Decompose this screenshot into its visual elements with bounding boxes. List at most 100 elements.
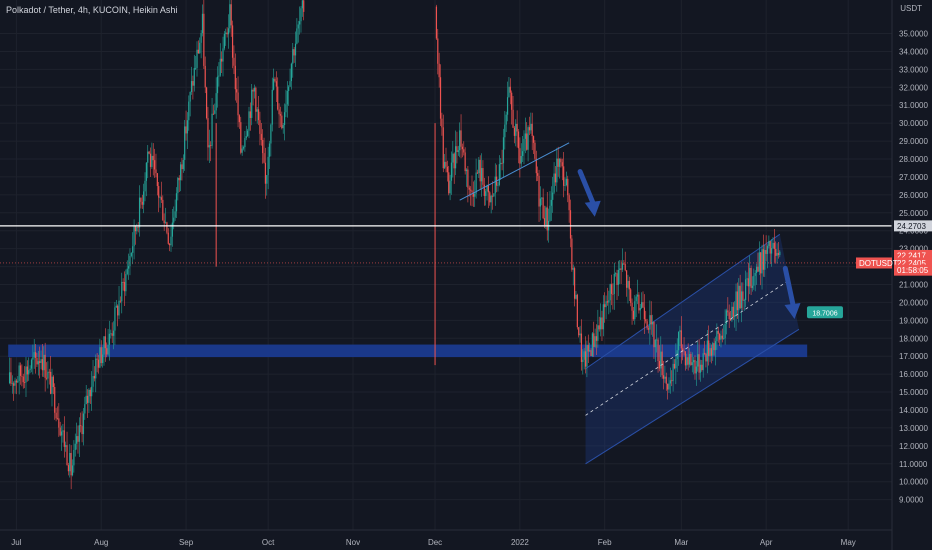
candle-body — [181, 164, 183, 170]
candle-body — [293, 49, 295, 56]
candle-body — [567, 178, 569, 196]
candle-body — [714, 341, 717, 351]
candle-body — [673, 363, 676, 369]
candle-body — [69, 453, 71, 472]
candle-body — [192, 81, 194, 86]
candle-body — [486, 185, 488, 192]
candle-body — [498, 164, 500, 185]
candle-body — [694, 360, 696, 374]
candle-body — [8, 372, 11, 384]
candle-body — [686, 357, 688, 366]
candle-body — [14, 380, 16, 386]
candle-body — [641, 302, 643, 308]
y-tick-label: 12.0000 — [899, 442, 928, 451]
candle-body — [543, 218, 546, 226]
candle-body — [442, 127, 444, 169]
candle-body — [749, 267, 751, 287]
channel-lower-line — [585, 328, 800, 465]
candle-body — [99, 347, 101, 368]
candle-body — [634, 301, 636, 320]
arrow-shaft — [782, 265, 796, 310]
candle-body — [710, 348, 713, 356]
candle-body — [148, 151, 150, 154]
candle-body — [52, 376, 54, 388]
candle-body — [215, 93, 217, 111]
candle-body — [230, 4, 232, 26]
candle-body — [249, 111, 251, 118]
candle-body — [497, 184, 499, 186]
price-axis[interactable]: 9.0000 10.0000 11.0000 12.0000 13.0000 14.000… — [891, 0, 928, 550]
candle-body — [535, 158, 537, 174]
candle-body — [118, 300, 120, 316]
candle-body — [610, 284, 613, 294]
candle-body — [705, 353, 707, 362]
candle-body — [668, 383, 670, 390]
y-tick-label: 23.0000 — [899, 245, 928, 254]
candle-body — [238, 115, 241, 123]
candle-body — [766, 246, 769, 254]
candle-body — [699, 364, 702, 373]
candle-body — [552, 192, 554, 200]
candle-body — [56, 418, 59, 420]
candle-body — [708, 340, 710, 356]
candle-body — [123, 282, 126, 292]
candle-body — [613, 273, 615, 294]
candle-body — [720, 335, 722, 340]
y-tick-label: 15.0000 — [899, 388, 928, 397]
candle-body — [558, 158, 561, 167]
candle-body — [554, 173, 557, 183]
candle-body — [149, 153, 152, 167]
candle-body — [500, 162, 502, 165]
candle-body — [286, 90, 288, 105]
y-tick-label: 30.0000 — [899, 119, 928, 128]
candle-body — [82, 413, 85, 435]
candle-body — [587, 345, 589, 352]
candle-body — [537, 173, 539, 176]
candle-body — [761, 249, 763, 274]
candle-body — [43, 354, 45, 371]
candle-body — [758, 252, 760, 272]
candle-body — [463, 149, 465, 153]
candle-body — [253, 87, 256, 92]
candle-body — [288, 86, 290, 91]
symbol-title[interactable]: Polkadot / Tether, 4h, KUCOIN, Heikin As… — [6, 5, 178, 15]
candle-body — [22, 376, 24, 383]
candle-body — [174, 211, 176, 218]
y-tick-label: 28.0000 — [899, 155, 928, 164]
candle-body — [657, 339, 659, 361]
candle-body — [623, 263, 625, 265]
candles — [8, 0, 781, 490]
time-axis[interactable]: Jul Aug Sep Oct Nov Dec 2022 Feb Mar Apr May — [0, 529, 892, 547]
candle-body — [162, 199, 164, 221]
candle-body — [713, 343, 715, 351]
candle-body — [39, 361, 41, 363]
candle-body — [460, 130, 462, 147]
candle-body — [47, 371, 49, 379]
candle-body — [15, 380, 18, 383]
candle-body — [86, 395, 89, 403]
candle-body — [164, 222, 167, 224]
candle-body — [234, 65, 236, 90]
candle-body — [482, 168, 484, 185]
candle-body — [649, 315, 651, 330]
candle-body — [760, 252, 762, 274]
symbol-price-label-box — [856, 257, 892, 269]
candle-body — [735, 291, 737, 316]
candle-body — [556, 158, 558, 183]
candle-body — [776, 252, 778, 256]
candle-body — [721, 335, 723, 339]
candle-body — [203, 13, 205, 66]
candle-body — [245, 136, 247, 139]
candle-body — [290, 63, 293, 82]
candle-body — [627, 280, 629, 288]
candle-body — [608, 300, 610, 303]
candle-body — [102, 354, 104, 364]
candle-body — [571, 238, 573, 270]
candle-body — [25, 366, 27, 383]
candle-body — [275, 81, 277, 87]
candle-body — [621, 263, 624, 270]
candle-body — [199, 42, 201, 54]
price-label-resistance: 24.2703 — [897, 222, 926, 231]
